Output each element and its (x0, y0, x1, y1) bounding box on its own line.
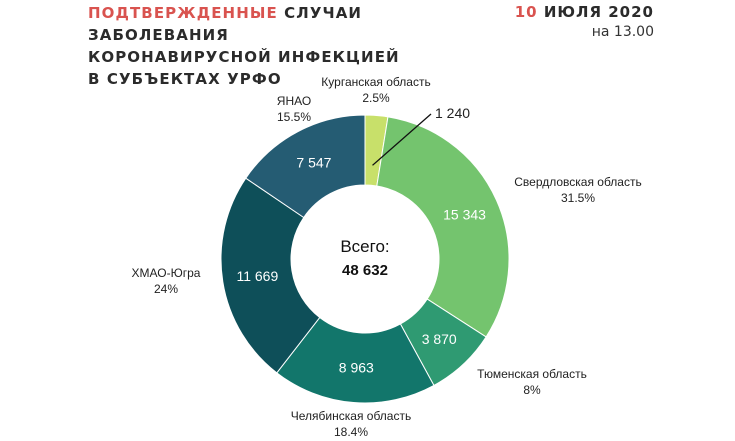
slice-5 (245, 114, 366, 219)
title-highlight: ПОДТВЕРЖДЕННЫЕ (88, 4, 278, 22)
slice-1 (376, 116, 510, 338)
value-label-3: 8 963 (339, 360, 374, 376)
date-time: на 13.00 (591, 24, 654, 40)
value-label-2: 3 870 (422, 331, 457, 347)
center-label: Всего: (340, 237, 389, 256)
percent-label-2: 8% (523, 383, 541, 397)
title-line2: ЗАБОЛЕВАНИЯ (88, 26, 229, 44)
chart-title: ПОДТВЕРЖДЕННЫЕ СЛУЧАИ ЗАБОЛЕВАНИЯ КОРОНА… (88, 2, 400, 90)
donut-labels: 1 240 Курганская область 2.5% 15 343 Свердло… (132, 75, 642, 439)
slice-4 (220, 177, 321, 374)
category-label-4: ХМАО-Югра (132, 266, 201, 280)
category-label-2: Тюменская область (477, 367, 587, 381)
value-label-4: 11 669 (236, 268, 278, 284)
center-value: 48 632 (342, 262, 388, 279)
donut-slices (220, 114, 510, 404)
title-line1-rest: СЛУЧАИ (277, 4, 363, 22)
value-label-5: 7 547 (296, 155, 331, 171)
percent-label-5: 15.5% (277, 110, 311, 124)
category-label-5: ЯНАО (277, 94, 311, 108)
value-label-1: 15 343 (443, 207, 486, 223)
date-block: 10 ИЮЛЯ 2020 на 13.00 (515, 2, 654, 42)
percent-label-0: 2.5% (362, 91, 390, 105)
percent-label-4: 24% (154, 282, 178, 296)
date-rest: ИЮЛЯ 2020 (537, 3, 654, 21)
category-label-3: Челябинская область (291, 409, 411, 423)
title-line4: В СУБЪЕКТАХ УРФО (88, 70, 282, 88)
date-day: 10 (514, 3, 538, 21)
leader-line-0 (372, 113, 432, 166)
percent-label-3: 18.4% (334, 425, 368, 439)
percent-label-1: 31.5% (561, 191, 595, 205)
category-label-1: Свердловская область (514, 175, 641, 189)
title-line3: КОРОНАВИРУСНОЙ ИНФЕКЦИЕЙ (88, 48, 400, 66)
value-label-0: 1 240 (435, 105, 470, 121)
category-label-0: Курганская область (321, 75, 430, 89)
slice-3 (276, 316, 435, 404)
